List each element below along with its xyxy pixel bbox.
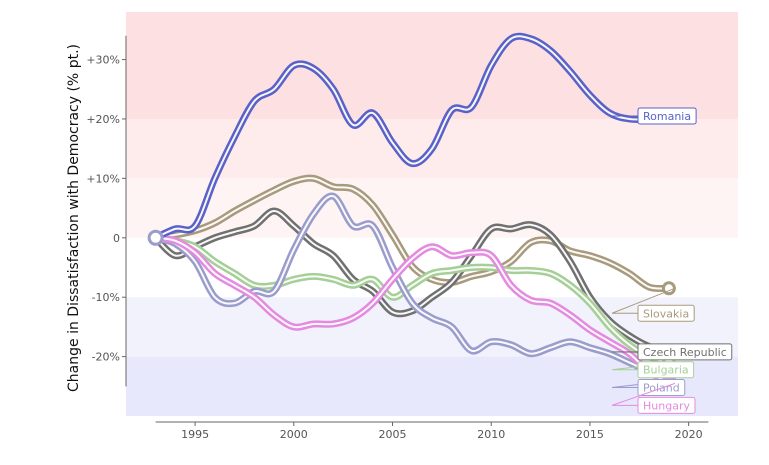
series-label-text: Bulgaria (643, 364, 689, 377)
series-label-text: Slovakia (643, 307, 689, 320)
x-tick-label: 2005 (379, 428, 407, 441)
series-line-inner (154, 177, 670, 290)
series-line-inner (154, 236, 670, 385)
series-label-box (637, 361, 695, 379)
y-tick-label: +30% (86, 54, 120, 67)
series-label-text: Hungary (643, 399, 690, 412)
series-line-inner (154, 195, 670, 382)
band (126, 12, 738, 119)
series-label: Romania (637, 107, 697, 125)
series-line-inner (154, 236, 670, 364)
y-tick-label: 0 (113, 232, 120, 245)
label-leader (611, 287, 676, 314)
band (126, 178, 738, 238)
series-label: Slovakia (637, 304, 695, 322)
series-label-box (637, 107, 697, 125)
axes: +30% +20% +10% 0 -10% -20% 1995 2000 2005 2010 201… (86, 35, 709, 441)
y-tick-label: +10% (86, 172, 120, 185)
x-tick-label: 2000 (280, 428, 308, 441)
x-tick-label: 2015 (576, 428, 604, 441)
y-tick-label: +20% (86, 113, 120, 126)
origin-marker (147, 229, 164, 246)
y-axis-label: Change in Dissatisfaction with Democracy… (66, 44, 82, 392)
series-label: Czech Republic (637, 343, 733, 361)
series-line-inner (154, 35, 670, 239)
label-leader (611, 382, 676, 406)
y-tick-label: -10% (92, 291, 120, 304)
y-tick-label: -20% (92, 351, 120, 364)
series-line-inner (154, 210, 670, 354)
series-label-box (637, 304, 695, 322)
series-label: Hungary (637, 396, 696, 414)
series-label: Poland (637, 379, 686, 397)
x-tick-label: 2010 (477, 428, 505, 441)
series-label-text: Romania (643, 110, 691, 123)
series-label-box (637, 396, 696, 414)
x-tick-label: 2020 (675, 428, 703, 441)
series-labels: Slovakia Czech Republic Bulgaria Poland Hung… (611, 107, 733, 414)
series-label-box (637, 343, 733, 361)
series-label: Bulgaria (637, 361, 695, 379)
x-tick-label: 1995 (181, 428, 209, 441)
series-label-text: Czech Republic (643, 346, 727, 359)
